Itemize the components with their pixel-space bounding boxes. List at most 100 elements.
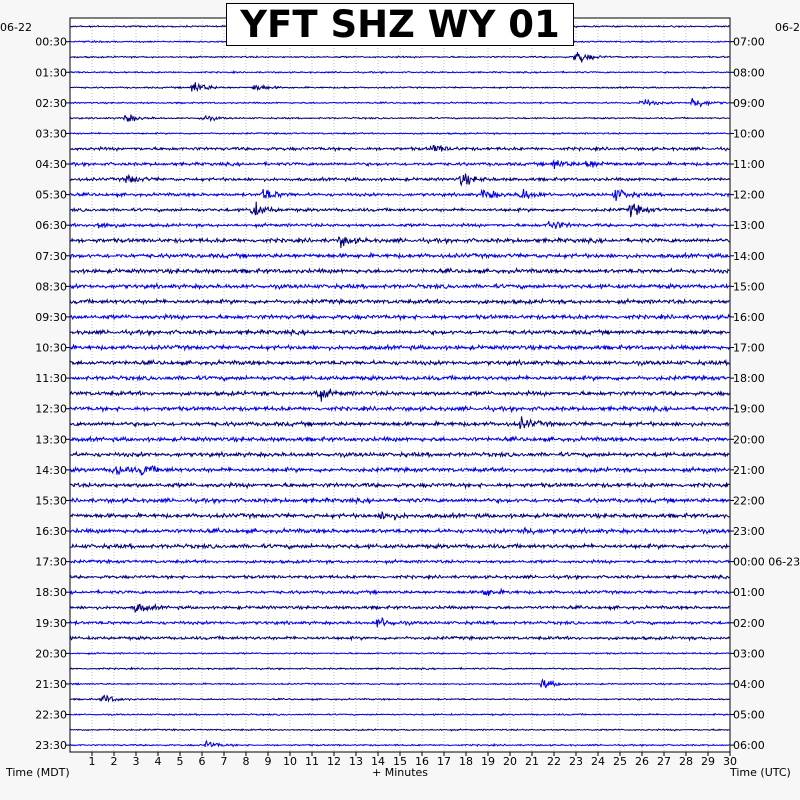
x-tick-label: 9 <box>265 755 272 768</box>
x-tick-label: 22 <box>547 755 561 768</box>
right-time-label: 01:00 <box>733 586 765 599</box>
x-tick-label: 13 <box>349 755 363 768</box>
left-time-label: 14:30 <box>35 464 67 477</box>
trace-row <box>69 435 730 444</box>
trace-row <box>69 312 730 322</box>
x-tick-label: 19 <box>481 755 495 768</box>
seismic-traces <box>69 24 730 748</box>
x-tick-label: 4 <box>155 755 162 768</box>
trace-row <box>69 374 730 383</box>
right-time-label: 02:00 <box>733 617 765 630</box>
x-tick-label: 30 <box>723 755 737 768</box>
trace-row <box>69 739 730 748</box>
trace-row <box>70 82 730 93</box>
left-time-label: 01:30 <box>35 66 67 79</box>
trace-row <box>69 282 730 291</box>
left-time-label: 07:30 <box>35 250 67 263</box>
trace-row <box>69 602 730 614</box>
trace-row <box>70 159 730 170</box>
left-time-label: 23:30 <box>35 739 67 752</box>
x-axis-label: + Minutes <box>372 766 429 779</box>
left-time-label: 18:30 <box>35 586 67 599</box>
date-right: 06-2 <box>775 21 800 34</box>
trace-row <box>69 188 730 202</box>
trace-row <box>69 144 730 153</box>
trace-row <box>69 251 730 260</box>
right-time-label: 18:00 <box>733 372 765 385</box>
trace-row <box>69 201 730 218</box>
x-tick-label: 25 <box>613 755 627 768</box>
x-tick-label: 10 <box>283 755 297 768</box>
trace-row <box>69 220 730 230</box>
left-time-label: 00:30 <box>35 36 67 49</box>
x-tick-label: 18 <box>459 755 473 768</box>
trace-row <box>69 634 730 642</box>
left-time-label: 05:30 <box>35 189 67 202</box>
right-time-label: 11:00 <box>733 158 765 171</box>
left-axis-label: Time (MDT) <box>6 766 70 779</box>
trace-row <box>69 343 730 352</box>
x-tick-label: 27 <box>657 755 671 768</box>
trace-row <box>69 712 730 717</box>
right-time-axis: 07:00 08:00 09:00 10:00 11:00 12:00 13:00 14:00… <box>730 36 800 752</box>
x-tick-label: 1 <box>89 755 96 768</box>
right-time-label: 16:00 <box>733 311 765 324</box>
left-time-label: 20:30 <box>35 647 67 660</box>
left-time-label: 15:30 <box>35 494 67 507</box>
trace-row <box>69 297 730 306</box>
trace-row <box>69 481 730 490</box>
trace-row <box>69 358 730 367</box>
left-time-label: 21:30 <box>35 678 67 691</box>
right-time-label: 07:00 <box>733 36 765 49</box>
trace-row <box>69 266 730 275</box>
x-tick-label: 5 <box>177 755 184 768</box>
chart-title: YFT SHZ WY 01 <box>226 3 574 46</box>
trace-row <box>69 526 730 536</box>
x-tick-label: 24 <box>591 755 605 768</box>
trace-row <box>69 694 730 703</box>
right-time-label: 06:00 <box>733 739 765 752</box>
trace-row <box>69 587 730 597</box>
left-time-label: 09:30 <box>35 311 67 324</box>
left-time-label: 06:30 <box>35 219 67 232</box>
right-time-label: 12:00 <box>733 189 765 202</box>
x-tick-label: 3 <box>133 755 140 768</box>
trace-row <box>69 558 730 566</box>
trace-row <box>69 465 730 476</box>
x-tick-label: 29 <box>701 755 715 768</box>
right-time-label: 04:00 <box>733 678 765 691</box>
trace-row <box>69 114 730 123</box>
x-tick-label: 15 <box>393 755 407 768</box>
trace-row <box>69 728 730 732</box>
left-time-label: 11:30 <box>35 372 67 385</box>
right-time-label: 15:00 <box>733 280 765 293</box>
trace-row <box>69 236 730 248</box>
right-time-label: 21:00 <box>733 464 765 477</box>
trace-row <box>69 511 730 521</box>
trace-row <box>69 678 730 689</box>
left-time-label: 16:30 <box>35 525 67 538</box>
right-time-label: 03:00 <box>733 647 765 660</box>
right-time-label: 14:00 <box>733 250 765 263</box>
x-tick-label: 23 <box>569 755 583 768</box>
right-time-label: 20:00 <box>733 433 765 446</box>
left-time-label: 22:30 <box>35 709 67 722</box>
trace-row <box>69 416 730 430</box>
trace-row <box>69 666 730 671</box>
date-left: 06-22 <box>0 21 32 34</box>
x-tick-label: 26 <box>635 755 649 768</box>
x-tick-label: 14 <box>371 755 385 768</box>
x-tick-label: 2 <box>111 755 118 768</box>
trace-row <box>69 388 730 402</box>
left-time-axis: 00:30 01:30 02:30 03:30 04:30 05:30 06:30 07:30… <box>35 36 70 752</box>
left-time-label: 08:30 <box>35 280 67 293</box>
right-time-label: 17:00 <box>733 342 765 355</box>
x-tick-label: 16 <box>415 755 429 768</box>
x-tick-label: 8 <box>243 755 250 768</box>
x-tick-label: 28 <box>679 755 693 768</box>
right-time-label: 08:00 <box>733 66 765 79</box>
trace-row <box>69 173 730 187</box>
x-tick-label: 20 <box>503 755 517 768</box>
x-axis-ticks: 1 2 3 4 5 6 7 8 9 10 11 12 13 14 15 16 17 18 19 20 21 22 23 24 2… <box>89 752 737 768</box>
